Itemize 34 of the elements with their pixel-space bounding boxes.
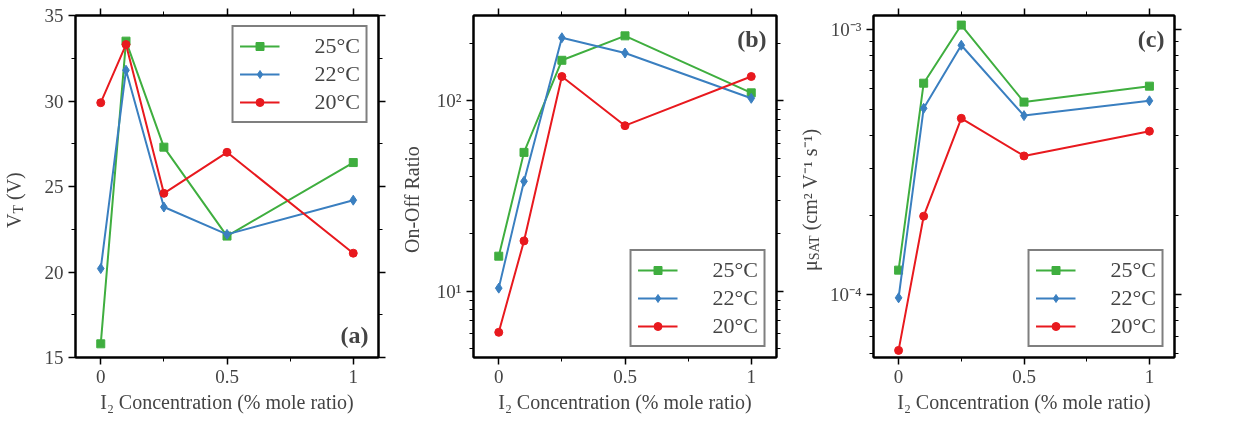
y-tick-label: 10¹ (436, 280, 462, 302)
y-axis-title: On-Off Ratio (400, 146, 424, 254)
x-tick-label: 1 (348, 365, 358, 387)
y-tick-label: 35 (44, 5, 64, 26)
legend-label: 22°C (1110, 285, 1156, 311)
x-tick-label: 0.5 (1012, 365, 1036, 387)
annotation: (c) (1137, 25, 1165, 52)
legend-label: 22°C (314, 61, 360, 87)
legend-label: 25°C (314, 33, 360, 59)
legend-label: 20°C (314, 89, 360, 115)
x-tick-label: 0.5 (215, 365, 239, 387)
x-tick-label: 0.5 (613, 365, 637, 387)
y-tick-label: 15 (44, 347, 64, 368)
legend-label: 25°C (1110, 257, 1156, 283)
legend-label: 25°C (712, 257, 758, 283)
y-tick-label: 10² (436, 90, 462, 112)
y-tick-label: 10⁻⁴ (829, 284, 862, 306)
x-axis-title: I₂ Concentration (% mole ratio) (498, 390, 752, 414)
y-tick-label: 25 (44, 176, 64, 197)
y-tick-label: 20 (44, 261, 64, 283)
x-tick-label: 0 (893, 365, 904, 387)
legend-label: 20°C (1110, 313, 1156, 339)
x-axis-title: I₂ Concentration (% mole ratio) (897, 390, 1151, 414)
annotation: (a) (340, 321, 369, 348)
y-tick-label: 10⁻³ (830, 19, 862, 41)
x-axis-title: I₂ Concentration (% mole ratio) (100, 390, 354, 414)
legend-label: 22°C (712, 285, 758, 311)
annotation: (b) (737, 25, 767, 52)
x-tick-label: 0 (96, 365, 106, 387)
x-tick-label: 1 (1144, 365, 1155, 387)
y-tick-label: 30 (44, 90, 64, 112)
x-tick-label: 0 (494, 365, 504, 387)
legend-label: 20°C (712, 313, 758, 339)
x-tick-label: 1 (746, 365, 756, 387)
